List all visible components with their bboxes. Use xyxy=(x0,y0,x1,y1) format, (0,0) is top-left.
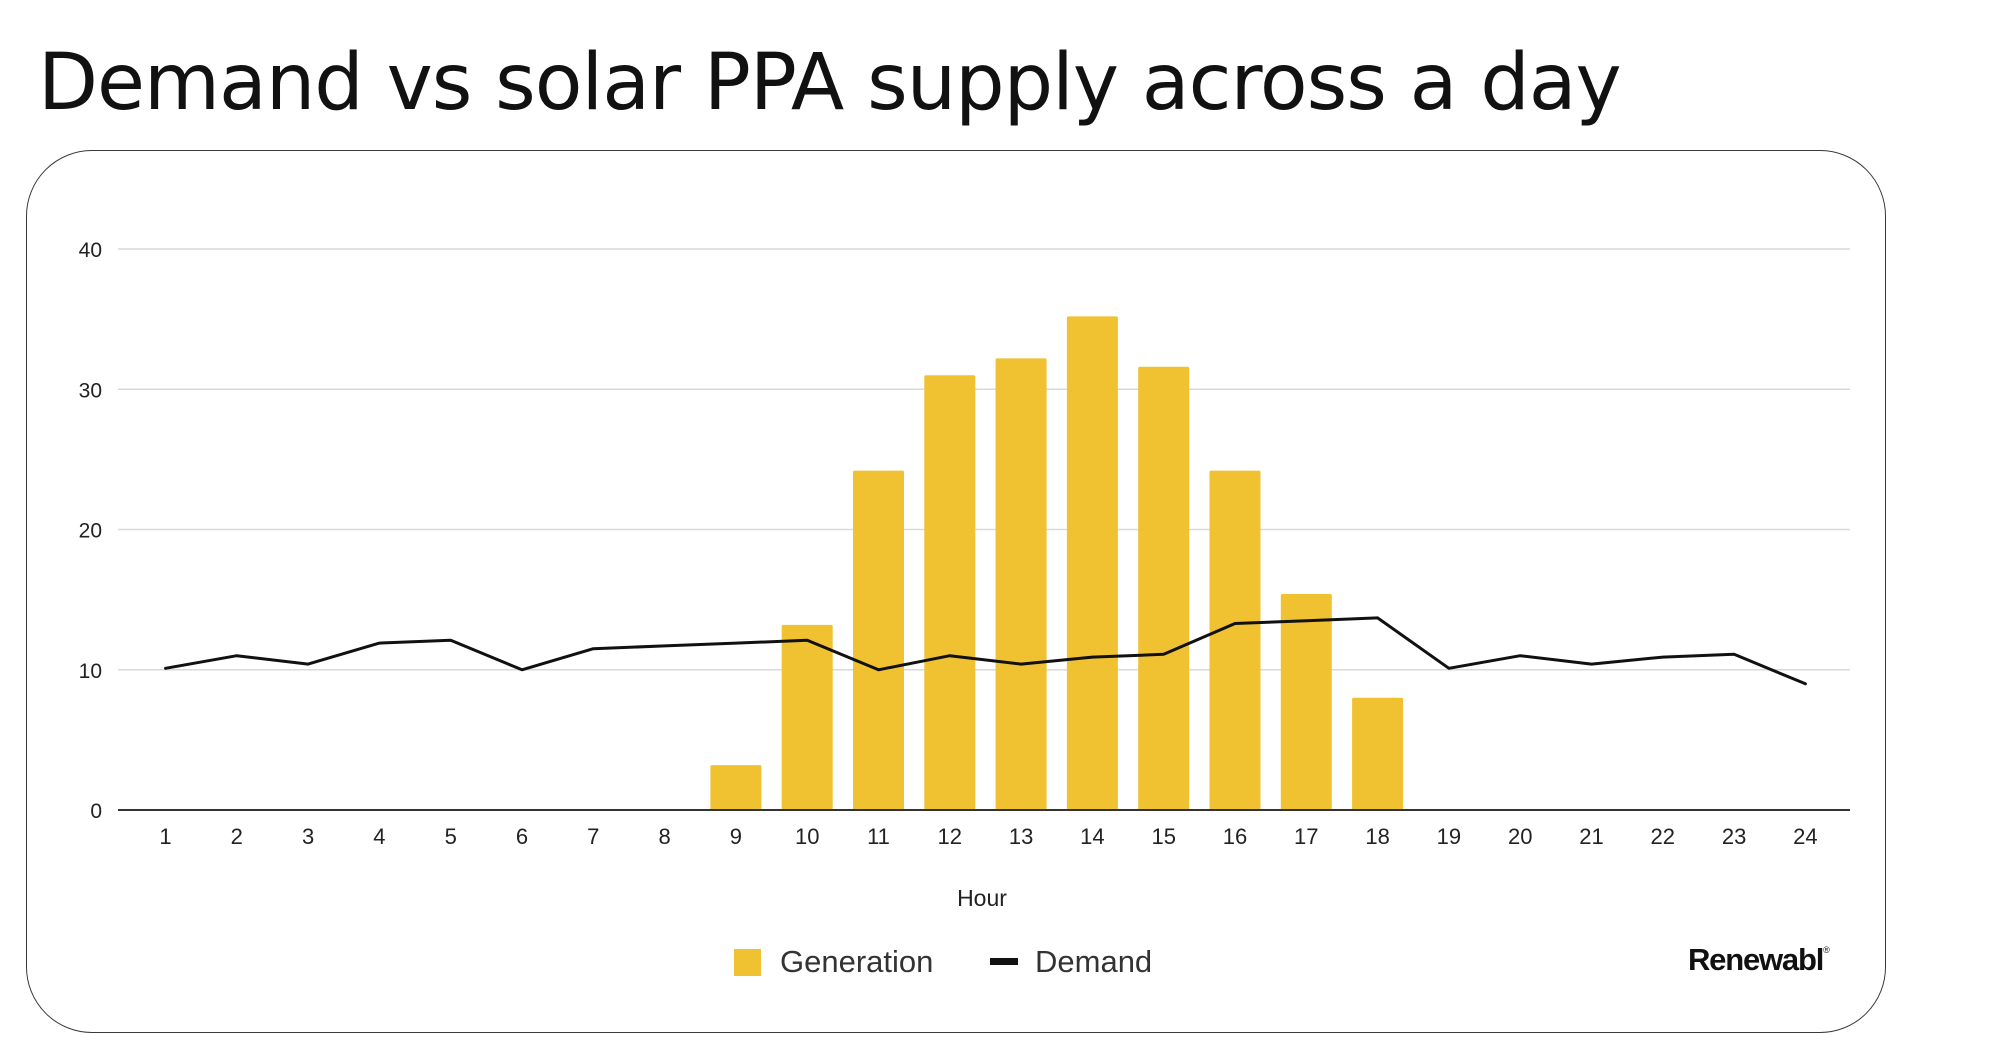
page-title: Demand vs solar PPA supply across a day xyxy=(38,38,1622,128)
demand-series-line xyxy=(164,616,1807,686)
generation-bar xyxy=(1209,470,1261,810)
x-tick-label: 15 xyxy=(1151,824,1175,849)
x-tick-label: 23 xyxy=(1722,824,1746,849)
x-tick-label: 8 xyxy=(658,824,670,849)
generation-bars xyxy=(710,316,1404,810)
x-tick-label: 19 xyxy=(1437,824,1461,849)
brand-logo: Renewabl® xyxy=(1688,944,1830,975)
y-tick-label: 20 xyxy=(79,520,102,543)
x-tick-label: 10 xyxy=(795,824,819,849)
x-tick-label: 1 xyxy=(159,824,171,849)
x-tick-label: 24 xyxy=(1793,824,1817,849)
x-tick-label: 4 xyxy=(373,824,385,849)
y-tick-label: 0 xyxy=(90,800,102,823)
generation-bar xyxy=(853,470,904,810)
x-tick-label: 11 xyxy=(867,824,890,849)
legend-demand-swatch xyxy=(990,958,1018,965)
y-tick-label: 30 xyxy=(79,379,102,402)
x-axis-title: Hour xyxy=(957,885,1007,911)
x-tick-label: 20 xyxy=(1508,824,1532,849)
generation-bar xyxy=(995,358,1047,810)
generation-bar xyxy=(924,375,976,810)
x-tick-label: 5 xyxy=(445,824,457,849)
legend-demand-label: Demand xyxy=(1035,944,1152,979)
y-tick-label: 10 xyxy=(79,660,102,683)
x-tick-label: 17 xyxy=(1294,824,1318,849)
x-tick-label: 13 xyxy=(1009,824,1033,849)
gridlines xyxy=(118,248,1850,671)
generation-bar xyxy=(1066,316,1118,810)
legend: Generation Demand xyxy=(734,944,1152,979)
x-tick-label: 22 xyxy=(1651,824,1675,849)
x-tick-label: 7 xyxy=(587,824,599,849)
demand-line xyxy=(164,616,1807,686)
x-tick-label: 16 xyxy=(1223,824,1247,849)
x-tick-label: 2 xyxy=(231,824,243,849)
brand-name: Renewabl xyxy=(1688,942,1824,977)
legend-generation-label: Generation xyxy=(780,944,933,979)
x-tick-label: 6 xyxy=(516,824,528,849)
generation-bar xyxy=(1138,366,1190,810)
generation-bar xyxy=(1280,594,1332,810)
brand-registered-mark: ® xyxy=(1823,945,1830,955)
x-tick-label: 14 xyxy=(1080,824,1104,849)
legend-generation-swatch xyxy=(734,949,761,976)
x-tick-label: 12 xyxy=(938,824,962,849)
generation-bar xyxy=(710,765,762,810)
x-tick-label: 21 xyxy=(1579,824,1603,849)
x-tick-label: 3 xyxy=(302,824,314,849)
generation-bar xyxy=(1352,697,1404,810)
x-tick-label: 9 xyxy=(730,824,742,849)
y-tick-label: 40 xyxy=(79,239,102,262)
generation-bar xyxy=(781,624,833,810)
x-tick-label: 18 xyxy=(1365,824,1389,849)
